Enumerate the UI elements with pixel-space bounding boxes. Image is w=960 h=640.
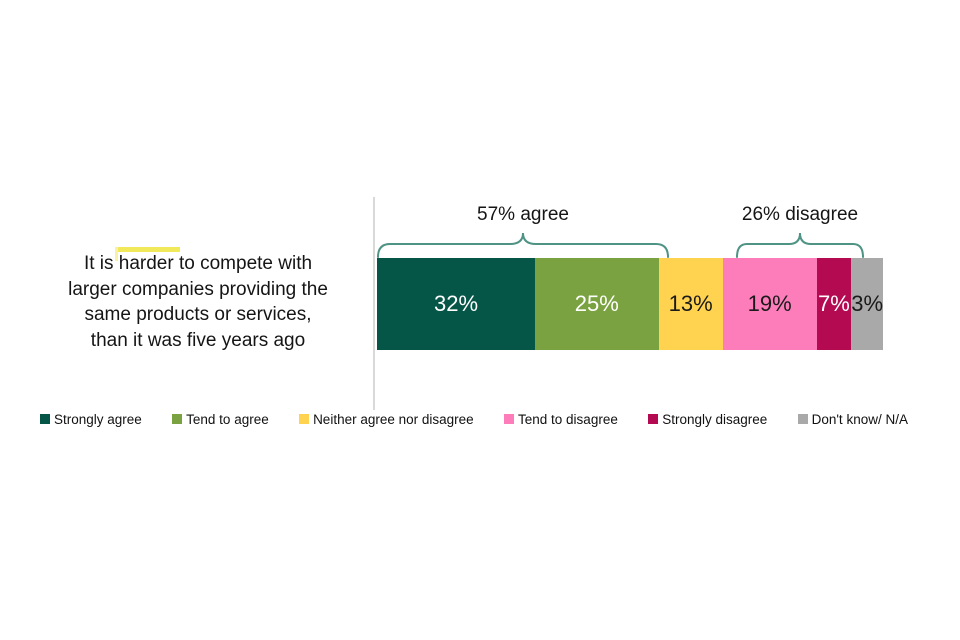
statement-line1-suffix: to compete with — [173, 253, 313, 274]
annotation-disagree-total: 26% disagree — [741, 204, 859, 225]
legend-label: Tend to agree — [186, 411, 269, 427]
agree-brace-icon — [377, 232, 669, 258]
legend-item-tend-to-agree: Tend to agree — [172, 412, 269, 427]
agree-brace-path — [377, 232, 669, 258]
segment-value-label: 3% — [851, 291, 883, 316]
statement-line-2: larger companies providing the — [68, 278, 328, 300]
statement-line-1: It is harder to compete with — [40, 247, 356, 277]
segment-neither: 13% — [658, 258, 723, 350]
legend-swatch-icon — [648, 414, 659, 424]
statement-line-4: than it was five years ago — [90, 329, 306, 351]
legend-swatch-icon — [504, 414, 515, 424]
legend-item-neither: Neither agree nor disagree — [299, 412, 474, 427]
segment-value-label: 19% — [747, 291, 792, 316]
legend-label: Neither agree nor disagree — [313, 411, 474, 427]
legend-swatch-icon — [797, 414, 808, 424]
statement-line-3: same products or services, — [84, 304, 312, 325]
disagree-brace-path — [736, 232, 864, 258]
stacked-bar: 32% 25% 13% 19% 7% 3% — [377, 258, 883, 350]
legend-swatch-icon — [172, 414, 183, 424]
annotation-agree-total: 57% agree — [477, 204, 569, 225]
legend-label: Tend to disagree — [518, 411, 618, 427]
legend: Strongly agree Tend to agree Neither agr… — [40, 410, 908, 428]
segment-tend-to-disagree: 19% — [722, 258, 817, 350]
legend-label: Strongly agree — [54, 411, 142, 427]
legend-item-strongly-disagree: Strongly disagree — [648, 412, 767, 427]
legend-swatch-icon — [40, 414, 50, 424]
segment-strongly-agree: 32% — [377, 258, 536, 350]
segment-strongly-disagree: 7% — [816, 258, 852, 350]
disagree-brace-icon — [736, 232, 864, 258]
legend-swatch-icon — [299, 414, 310, 424]
highlighted-word: harder — [114, 247, 180, 277]
segment-dont-know: 3% — [851, 258, 883, 350]
segment-value-label: 32% — [434, 291, 479, 316]
segment-tend-to-agree: 25% — [535, 258, 659, 350]
legend-label: Don't know/ N/A — [811, 411, 908, 427]
segment-value-label: 13% — [668, 291, 713, 316]
statement-label: It is harder to compete with larger comp… — [40, 247, 356, 353]
legend-item-dont-know: Don't know/ N/A — [797, 411, 908, 427]
y-axis-line — [373, 197, 375, 410]
legend-item-strongly-agree: Strongly agree — [40, 412, 142, 427]
statement-line1-prefix: It is — [83, 253, 119, 274]
segment-value-label: 25% — [574, 291, 619, 316]
legend-label: Strongly disagree — [662, 411, 768, 427]
segment-value-label: 7% — [818, 291, 850, 316]
legend-item-tend-to-disagree: Tend to disagree — [504, 412, 618, 427]
